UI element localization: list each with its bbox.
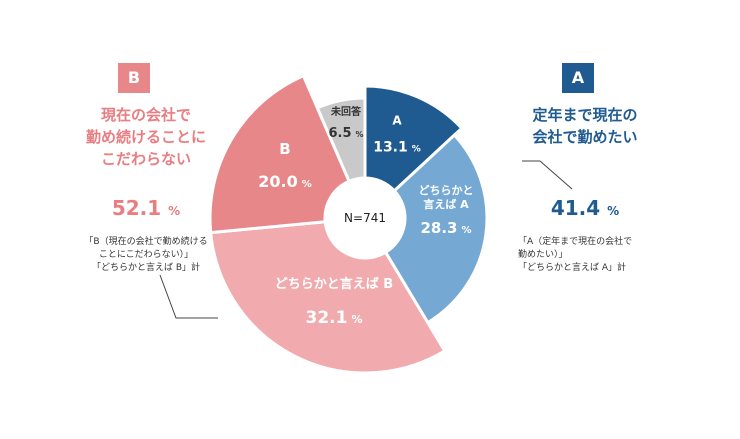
slice-name-b: B bbox=[279, 140, 290, 158]
donut-center bbox=[325, 178, 405, 258]
slice-unit-a-somewhat: % bbox=[461, 225, 471, 236]
connector-line-b bbox=[159, 274, 218, 319]
slice-label-b-somewhat: どちらかと言えば B 32.1% bbox=[275, 276, 393, 328]
slice-name-b-somewhat: どちらかと言えば B bbox=[275, 276, 393, 292]
slice-value-a: 13.1 bbox=[373, 140, 408, 156]
a-heading-line: 定年まで現在の bbox=[532, 106, 638, 124]
b-note-line: 「B（現在の会社で勤め続ける bbox=[84, 237, 208, 247]
slice-value-b-somewhat: 32.1 bbox=[306, 308, 348, 328]
slice-name-a: A bbox=[392, 114, 402, 128]
slice-value-b: 20.0 bbox=[258, 172, 297, 191]
slice-value-a-somewhat: 28.3 bbox=[420, 219, 457, 237]
slice-unit-b: % bbox=[302, 179, 312, 190]
a-total-value: 41.4 bbox=[550, 196, 601, 220]
slice-unit-no-answer: % bbox=[356, 130, 364, 139]
slice-label-a: A 13.1% bbox=[373, 114, 421, 156]
a-total-percent: 41.4 % bbox=[505, 196, 665, 220]
b-heading-line: 勤め続けることに bbox=[85, 128, 206, 146]
slice-label-b: B 20.0% bbox=[258, 140, 312, 191]
slice-unit-a: % bbox=[412, 145, 421, 155]
slice-unit-b-somewhat: % bbox=[351, 313, 362, 326]
a-note: 「A（定年まで現在の会社で 勤めたい）」 「どちらかと言えば A」計 bbox=[518, 236, 678, 275]
a-heading-line: 会社で勤めたい bbox=[532, 128, 638, 146]
a-note-line: 勤めたい）」 bbox=[518, 250, 568, 260]
a-total-unit: % bbox=[607, 204, 620, 218]
a-note-line: 「A（定年まで現在の会社で bbox=[518, 237, 633, 247]
slice-value-no-answer: 6.5 bbox=[328, 126, 351, 141]
connector-line-a bbox=[522, 160, 573, 190]
b-note-line: ことにこだわらない）」 bbox=[98, 250, 194, 260]
slice-label-no-answer: 未回答 6.5% bbox=[328, 105, 363, 141]
b-heading: 現在の会社で 勤め続けることに こだわらない bbox=[66, 104, 226, 170]
slice-label-a-somewhat: どちらかと言えば A 28.3% bbox=[419, 184, 474, 237]
a-heading: 定年まで現在の 会社で勤めたい bbox=[505, 104, 665, 148]
b-note-line: 「どちらかと言えば B」計 bbox=[91, 263, 201, 273]
a-note-line: 「どちらかと言えば A」計 bbox=[518, 263, 627, 273]
b-heading-line: 現在の会社で bbox=[100, 106, 191, 124]
b-total-unit: % bbox=[168, 204, 181, 218]
b-note: 「B（現在の会社で勤め続ける ことにこだわらない）」 「どちらかと言えば B」計 bbox=[66, 236, 226, 275]
b-total-value: 52.1 bbox=[111, 196, 162, 220]
b-heading-line: こだわらない bbox=[100, 150, 191, 168]
center-label: N=741 bbox=[344, 211, 386, 225]
b-total-percent: 52.1 % bbox=[66, 196, 226, 220]
a-label-box: A bbox=[562, 63, 594, 93]
b-label-box: B bbox=[118, 63, 150, 93]
slice-name-a-somewhat: どちらかと bbox=[419, 184, 474, 197]
slice-name-no-answer: 未回答 bbox=[330, 105, 362, 118]
slice-name-a-somewhat: 言えば A bbox=[423, 197, 469, 211]
